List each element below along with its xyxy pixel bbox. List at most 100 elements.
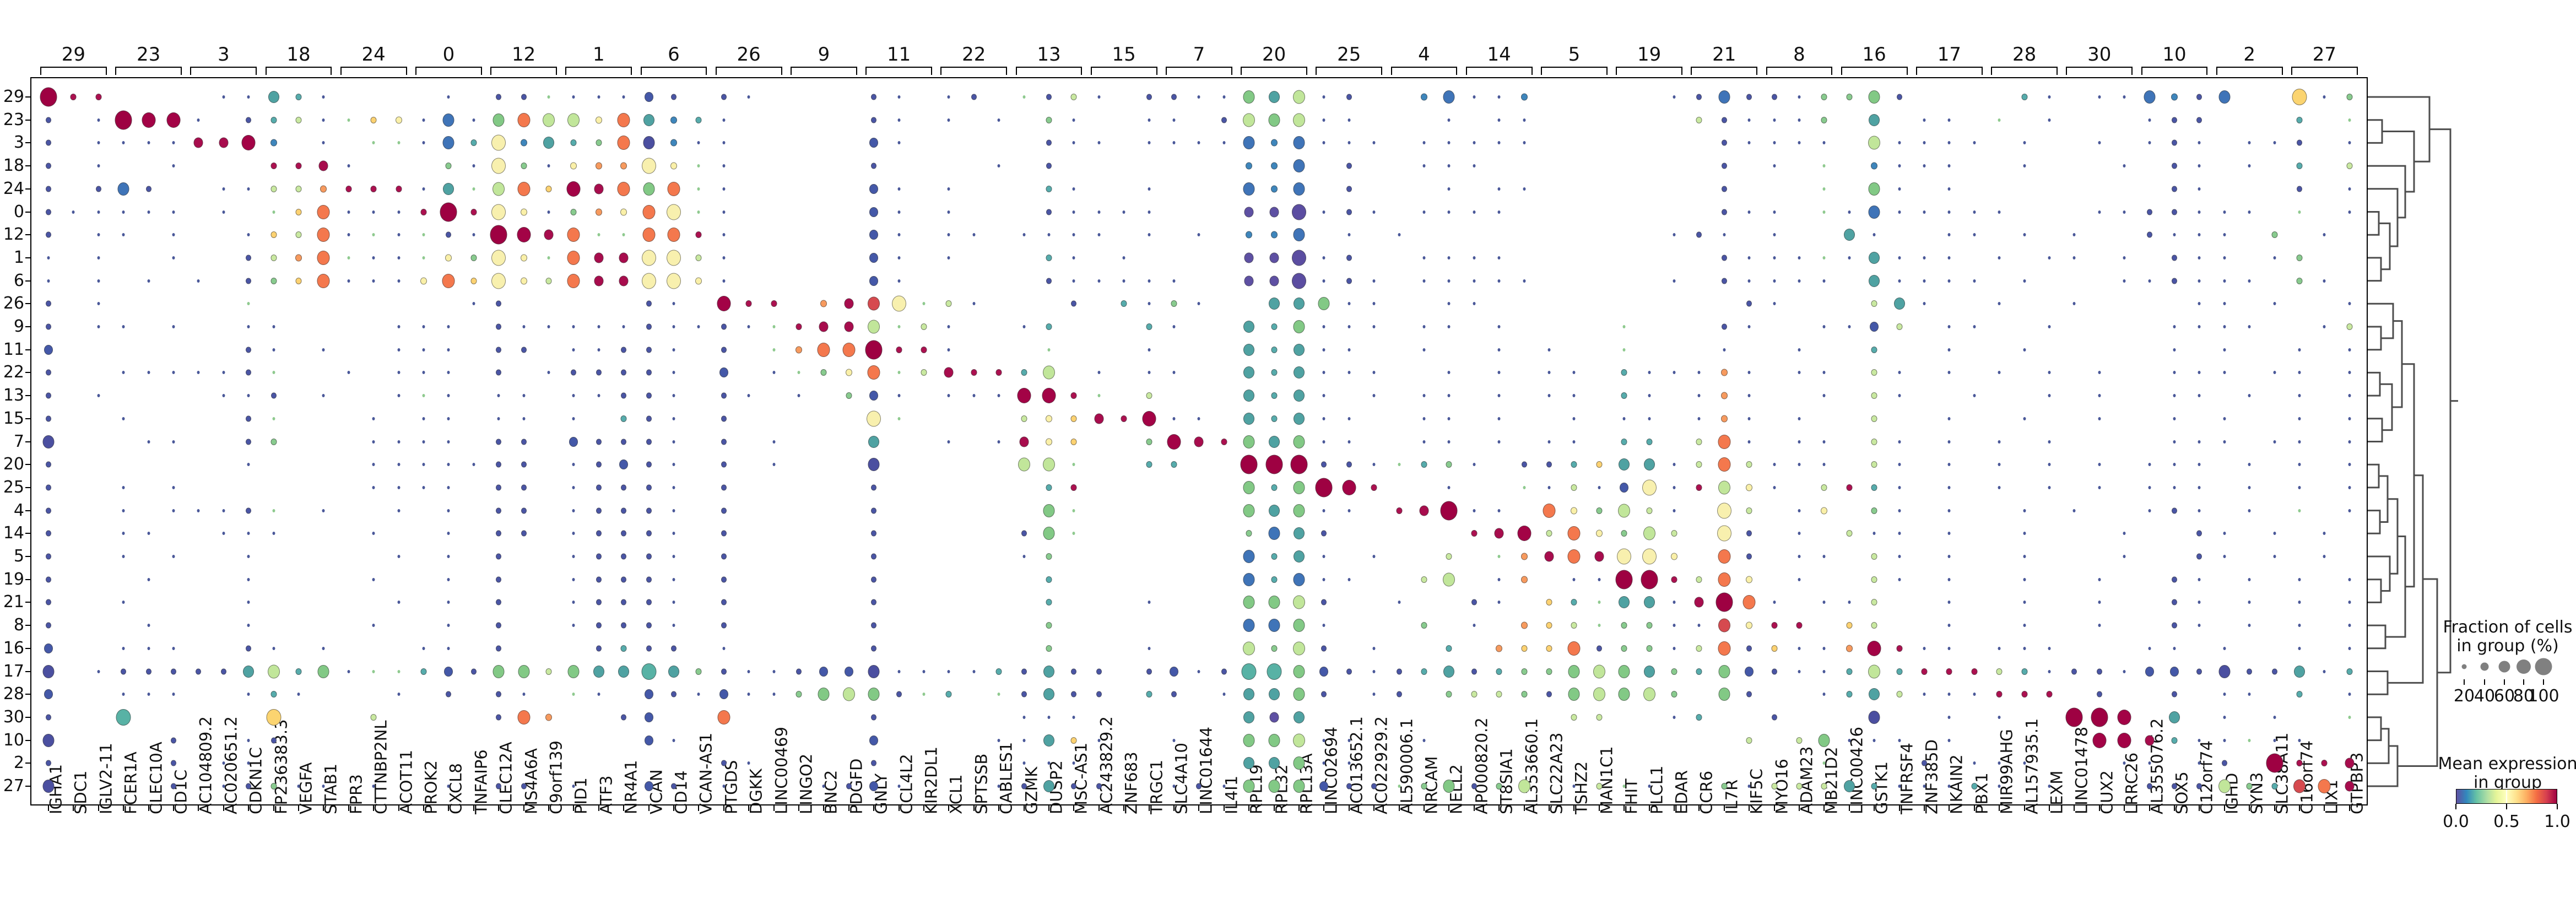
group-label-26: 26 bbox=[737, 44, 761, 66]
dot-7-GNLY bbox=[868, 435, 880, 448]
dot-11-PID1 bbox=[572, 348, 575, 352]
dot-9-IGHD bbox=[2223, 325, 2226, 328]
dot-13-CCL4L2 bbox=[897, 394, 901, 398]
dot-22-AC243829.2 bbox=[1097, 371, 1101, 375]
dot-3-C12orf74 bbox=[2198, 141, 2201, 145]
dot-0-MIR99AHG bbox=[1998, 210, 2001, 214]
dot-21-CCR6 bbox=[1694, 597, 1704, 608]
row-label-27: 27 bbox=[3, 776, 24, 796]
dot-22-CLEC12A bbox=[496, 369, 502, 376]
dot-28-DGKK bbox=[747, 693, 750, 696]
dot-16-RPL19 bbox=[1243, 641, 1255, 656]
dot-11-ST8SIA1 bbox=[1497, 348, 1501, 352]
group-bracket-9 bbox=[791, 67, 857, 75]
dot-8-GSTK1 bbox=[1871, 622, 1877, 629]
dot-6-CD14 bbox=[667, 273, 681, 289]
dot-22-SLC38A11 bbox=[2273, 371, 2276, 375]
gene-tick bbox=[398, 805, 399, 811]
group-label-6: 6 bbox=[668, 44, 680, 66]
dot-13-IL7R bbox=[1720, 392, 1728, 399]
dot-17-IL4I1 bbox=[1221, 668, 1227, 674]
dot-16-TNFRSF4 bbox=[1896, 645, 1903, 652]
dot-7-CXCL8 bbox=[447, 440, 450, 444]
dot-0-SYN3 bbox=[2248, 210, 2251, 214]
dot-22-CUX2 bbox=[2098, 371, 2101, 375]
dot-2-MIR99AHG bbox=[1998, 761, 2001, 765]
dot-28-CXCL8 bbox=[446, 691, 452, 697]
dot-7-DUSP2 bbox=[1046, 438, 1052, 445]
dot-8-NKAIN2 bbox=[1947, 624, 1951, 628]
dot-18-NKAIN2 bbox=[1947, 164, 1951, 168]
dot-9-PROK2 bbox=[422, 325, 425, 328]
dot-6-VCAN-AS1 bbox=[695, 277, 702, 285]
dot-21-TRGC1 bbox=[1148, 601, 1151, 604]
dot-13-SYN3 bbox=[2248, 394, 2251, 398]
dot-13-PLCL1 bbox=[1648, 394, 1651, 398]
dot-26-LINC01644 bbox=[1197, 302, 1200, 306]
dot-29-MS4A6A bbox=[521, 94, 527, 100]
dot-2-AC013652.1 bbox=[1347, 761, 1351, 765]
dot-16-ATF3 bbox=[596, 645, 602, 652]
dot-20-PLCL1 bbox=[1643, 458, 1655, 471]
group-bracket-26 bbox=[715, 67, 782, 75]
dot-6-LRRC26 bbox=[2123, 279, 2126, 283]
dot-3-RPL32 bbox=[1270, 139, 1278, 147]
dot-24-VCAN bbox=[643, 182, 655, 196]
dot-11-SLC22A23 bbox=[1547, 348, 1551, 352]
dot-7-MB21D2 bbox=[1822, 440, 1826, 444]
dot-13-CABLES1 bbox=[997, 394, 1000, 398]
dot-17-LINC00469 bbox=[772, 669, 776, 673]
dot-13-TSHZ2 bbox=[1572, 394, 1576, 398]
dot-9-AC013652.1 bbox=[1347, 325, 1351, 328]
dot-29-MSC-AS1 bbox=[1070, 94, 1077, 100]
dot-21-CDKN1C bbox=[247, 601, 250, 604]
dot-17-FP236383.3 bbox=[267, 664, 280, 678]
dot-22-PTGDS bbox=[719, 367, 728, 378]
dot-16-PTGDS bbox=[722, 646, 726, 650]
dot-9-NELL2 bbox=[1447, 325, 1451, 328]
dot-22-FHIT bbox=[1621, 369, 1627, 376]
dot-14-LRRC26 bbox=[2123, 532, 2126, 536]
row-label-21: 21 bbox=[3, 592, 24, 612]
dot-4-PLCL1 bbox=[1646, 507, 1653, 514]
dot-11-GTPBP3 bbox=[2348, 348, 2351, 352]
dot-8-SLC22A23 bbox=[1546, 622, 1552, 629]
dot-10-NKAIN2 bbox=[1947, 738, 1951, 742]
dot-25-CUX2 bbox=[2098, 485, 2101, 489]
dot-25-CCR6 bbox=[1696, 484, 1702, 491]
row-tick bbox=[25, 486, 30, 488]
color-legend-title-line1: Mean expression bbox=[2438, 754, 2576, 774]
dot-23-ATF3 bbox=[595, 116, 602, 124]
dot-3-MYO16 bbox=[1773, 141, 1776, 145]
gene-tick bbox=[1248, 805, 1250, 811]
dot-17-PROK2 bbox=[420, 668, 427, 675]
dot-20-LINC02694 bbox=[1321, 461, 1327, 468]
dot-10-AL355076.2 bbox=[2145, 735, 2155, 746]
dot-22-NELL2 bbox=[1447, 371, 1451, 375]
dot-4-CXCL8 bbox=[447, 509, 450, 512]
dot-1-VCAN bbox=[641, 250, 656, 266]
gene-tick bbox=[2124, 805, 2125, 811]
group-bracket-17 bbox=[1916, 67, 1983, 75]
gene-tick bbox=[1773, 805, 1775, 811]
dot-29-CXCL8 bbox=[447, 95, 450, 99]
dot-5-DUSP2 bbox=[1046, 553, 1052, 560]
dot-2-C16orf74 bbox=[2296, 760, 2303, 767]
dot-17-FHIT bbox=[1618, 664, 1630, 678]
dot-5-GZMK bbox=[1022, 555, 1026, 558]
dot-13-TNFRSF4 bbox=[1898, 394, 1901, 398]
dot-11-CXCL8 bbox=[447, 348, 450, 352]
dot-14-GSTK1 bbox=[1873, 532, 1876, 536]
dot-30-RPL13A bbox=[1294, 711, 1305, 723]
dot-13-CXCL8 bbox=[447, 394, 450, 398]
dot-10-C16orf74 bbox=[2298, 738, 2301, 742]
dot-28-PTGDS bbox=[719, 689, 728, 700]
dot-27-GTPBP3 bbox=[2345, 781, 2355, 792]
dot-30-MYO16 bbox=[1771, 714, 1777, 721]
dot-28-FP236383.3 bbox=[270, 691, 277, 698]
dot-6-IL7R bbox=[1721, 278, 1727, 284]
dot-15-CUX2 bbox=[2098, 417, 2101, 420]
dot-7-PLCL1 bbox=[1646, 438, 1653, 445]
dot-7-NELL2 bbox=[1447, 440, 1451, 444]
dot-6-RPL32 bbox=[1269, 275, 1279, 286]
